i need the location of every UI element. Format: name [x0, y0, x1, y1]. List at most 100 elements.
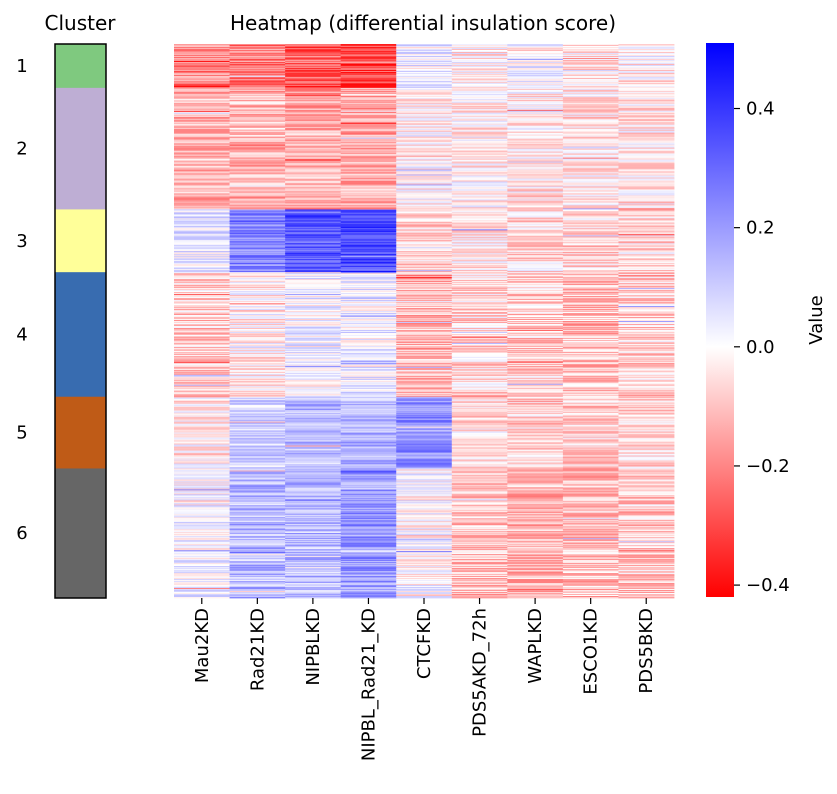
heatmap-cell: [285, 72, 342, 75]
heatmap-cell: [174, 112, 230, 115]
heatmap-cell: [396, 306, 453, 308]
heatmap-cell: [507, 312, 564, 314]
heatmap-cell: [507, 557, 564, 559]
heatmap-cell: [396, 472, 453, 474]
heatmap-cell: [507, 293, 564, 295]
heatmap-cell: [340, 404, 397, 407]
heatmap-cell: [562, 301, 619, 303]
heatmap-cell: [340, 316, 397, 318]
heatmap-cell: [340, 344, 397, 347]
heatmap-cell: [174, 204, 230, 206]
heatmap-cell: [340, 488, 397, 490]
heatmap-cell: [451, 328, 508, 331]
heatmap-cell: [285, 487, 342, 489]
heatmap-cell: [229, 277, 286, 279]
heatmap-cell: [396, 255, 453, 257]
heatmap-cell: [562, 180, 619, 182]
heatmap-cell: [396, 585, 453, 587]
heatmap-cell: [229, 533, 286, 535]
heatmap-cell: [451, 439, 508, 441]
heatmap-cell: [507, 194, 564, 196]
heatmap-cell: [507, 489, 564, 491]
heatmap-cell: [340, 489, 397, 491]
heatmap-cell: [451, 95, 508, 98]
heatmap-cell: [451, 287, 508, 289]
heatmap-cell: [174, 380, 230, 383]
heatmap-cell: [229, 137, 286, 140]
heatmap-cell: [451, 160, 508, 162]
heatmap-cell: [562, 358, 619, 361]
heatmap-cell: [229, 60, 286, 63]
heatmap-cell: [174, 397, 230, 400]
heatmap-cell: [285, 483, 342, 485]
heatmap-cell: [285, 374, 342, 377]
heatmap-cell: [340, 232, 397, 234]
heatmap-cell: [285, 486, 342, 488]
heatmap-cell: [285, 285, 342, 287]
heatmap-cell: [451, 156, 508, 158]
heatmap-cell: [562, 230, 619, 232]
heatmap-cell: [618, 122, 675, 125]
heatmap-cell: [340, 80, 397, 83]
heatmap-cell: [451, 353, 508, 356]
heatmap-cell: [396, 146, 453, 149]
heatmap-cell: [285, 367, 342, 370]
heatmap-cell: [174, 570, 230, 572]
heatmap-cell: [507, 162, 564, 164]
heatmap-cell: [285, 117, 342, 120]
heatmap-cell: [174, 82, 230, 85]
heatmap-cell: [618, 517, 675, 519]
heatmap-cell: [507, 304, 564, 306]
heatmap-cell: [451, 238, 508, 240]
heatmap-cell: [451, 352, 508, 355]
heatmap-cell: [507, 403, 564, 406]
heatmap-cell: [229, 207, 286, 209]
heatmap-cell: [618, 337, 675, 340]
heatmap-cell: [396, 405, 453, 408]
heatmap-cell: [174, 401, 230, 404]
heatmap-cell: [396, 488, 453, 490]
heatmap-cell: [340, 52, 397, 55]
heatmap-cell: [396, 396, 453, 399]
heatmap-cell: [396, 344, 453, 347]
heatmap-cell: [229, 209, 286, 211]
heatmap-cell: [285, 229, 342, 231]
heatmap-cell: [229, 175, 286, 177]
heatmap-cell: [451, 423, 508, 426]
heatmap-cell: [285, 460, 342, 462]
heatmap-cell: [618, 338, 675, 341]
heatmap-cell: [618, 282, 675, 284]
heatmap-cell: [618, 146, 675, 149]
heatmap-cell: [174, 538, 230, 540]
heatmap-cell: [174, 351, 230, 354]
heatmap-cell: [618, 222, 675, 224]
heatmap-cell: [562, 248, 619, 250]
heatmap-cell: [562, 393, 619, 396]
heatmap-cell: [451, 414, 508, 417]
heatmap-cell: [174, 137, 230, 140]
heatmap-cell: [285, 532, 342, 534]
heatmap-cell: [507, 540, 564, 542]
heatmap-cell: [507, 474, 564, 476]
heatmap-cell: [174, 212, 230, 214]
heatmap-cell: [285, 203, 342, 205]
heatmap-cell: [285, 337, 342, 340]
heatmap-cell: [229, 403, 286, 406]
heatmap-cell: [174, 92, 230, 95]
heatmap-cell: [340, 372, 397, 375]
heatmap-cell: [174, 317, 230, 319]
heatmap-cell: [451, 559, 508, 561]
heatmap-cell: [340, 73, 397, 76]
heatmap-cell: [396, 191, 453, 193]
heatmap-cell: [451, 332, 508, 335]
heatmap-cell: [562, 125, 619, 128]
heatmap-cell: [451, 186, 508, 188]
heatmap-cell: [396, 117, 453, 120]
heatmap-cell: [396, 402, 453, 405]
heatmap-cell: [396, 297, 453, 299]
heatmap-cell: [174, 444, 230, 446]
heatmap-cell: [451, 57, 508, 60]
heatmap-cell: [285, 535, 342, 537]
heatmap-cell: [562, 156, 619, 158]
heatmap-cell: [618, 187, 675, 189]
